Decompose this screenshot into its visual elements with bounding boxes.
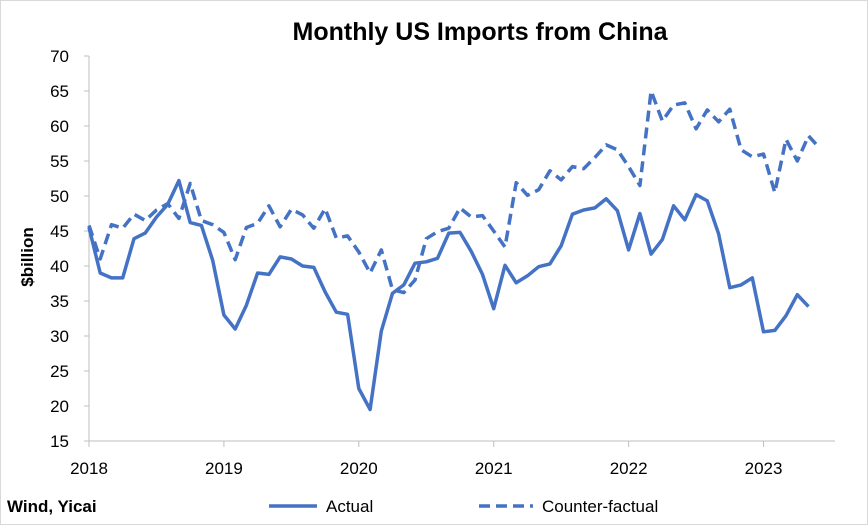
y-axis-label: $billion xyxy=(18,227,37,287)
y-tick-label: 20 xyxy=(50,397,69,416)
y-tick-label: 65 xyxy=(50,82,69,101)
y-tick-label: 25 xyxy=(50,362,69,381)
y-tick-label: 35 xyxy=(50,292,69,311)
y-tick-label: 60 xyxy=(50,117,69,136)
y-tick-label: 50 xyxy=(50,187,69,206)
y-tick-label: 55 xyxy=(50,152,69,171)
legend: Actual Counter-factual xyxy=(269,497,658,516)
plot-area: 15 20 25 30 35 40 45 50 55 60 65 70 2018 2019 2020 2021… xyxy=(50,47,835,478)
y-tick-label: 40 xyxy=(50,257,69,276)
y-tick-label: 15 xyxy=(50,432,69,451)
x-tick-label: 2021 xyxy=(475,459,513,478)
y-tick-label: 70 xyxy=(50,47,69,66)
legend-label-counter-factual: Counter-factual xyxy=(542,497,658,516)
x-tick-label: 2020 xyxy=(340,459,378,478)
chart-title: Monthly US Imports from China xyxy=(293,18,669,46)
x-tick-label: 2023 xyxy=(745,459,783,478)
legend-label-actual: Actual xyxy=(326,497,373,516)
x-tick-label: 2022 xyxy=(610,459,648,478)
series-line-actual xyxy=(87,178,810,412)
x-tick-label: 2018 xyxy=(70,459,108,478)
y-tick-label: 45 xyxy=(50,222,69,241)
x-tick-label: 2019 xyxy=(205,459,243,478)
y-tick-label: 30 xyxy=(50,327,69,346)
series-line-counter-factual xyxy=(87,89,822,295)
source-note: Wind, Yicai xyxy=(7,497,97,516)
